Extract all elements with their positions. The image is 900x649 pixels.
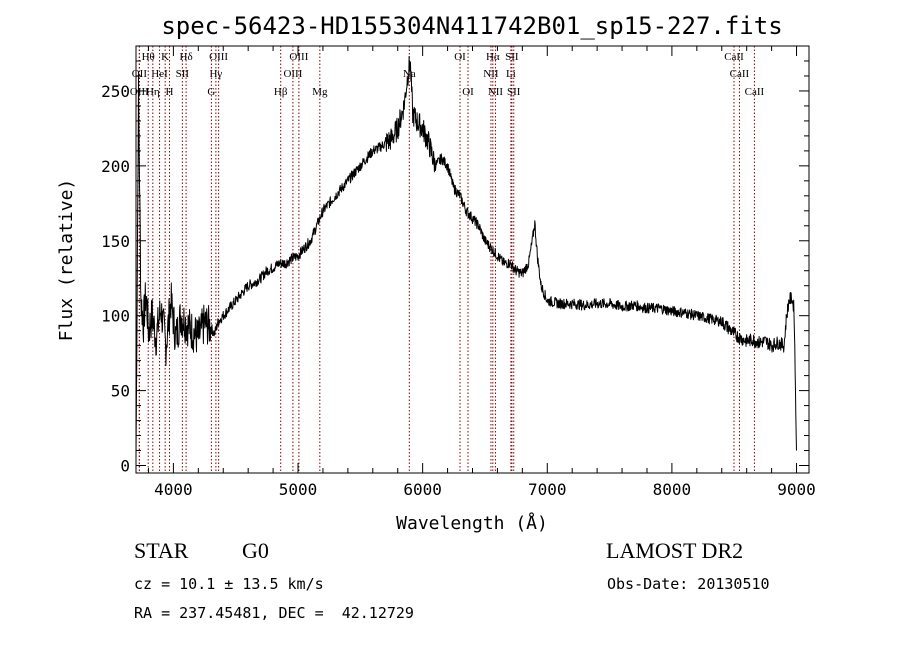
line-marker-label: SII [505,51,519,63]
object-subclass: G0 [242,538,269,563]
line-marker-label: SII [176,68,190,80]
spectrum-series [135,55,797,459]
line-marker-label: OI [462,86,474,98]
line-marker-label: OIII [209,51,228,63]
chart-title: spec-56423-HD155304N411742B01_sp15-227.f… [161,12,782,40]
y-axis-label: Flux (relative) [56,179,77,342]
y-tick-label: 150 [101,232,130,251]
line-marker-label: H [166,86,174,98]
line-marker-label: G [207,86,215,98]
y-tick-label: 200 [101,157,130,176]
line-marker-label: CaII [730,68,750,80]
x-axis-label: Wavelength (Å) [396,512,548,534]
line-marker-label: K [161,51,169,63]
line-marker-label: HeI [151,68,168,80]
y-axis: 0 50 100 150 200 250 [101,60,809,476]
line-marker-label: OIII [283,68,302,80]
spectrum-line [135,55,797,459]
line-marker-label: Mg [312,86,328,98]
y-tick-label: 100 [101,307,130,326]
x-axis: 4000 5000 6000 7000 8000 9000 [147,46,816,499]
line-marker-label: OIII [130,86,149,98]
redshift-text: cz = 10.1 ± 13.5 km/s [134,575,324,593]
object-class: STAR [134,538,189,563]
line-marker-label: Hβ [274,86,288,98]
line-marker-label: CaII [724,51,744,63]
line-marker-label: NII [483,68,499,80]
line-marker-label: Hα [486,51,500,63]
line-marker-label: Hθ [142,51,155,63]
x-tick-label: 8000 [653,480,692,499]
line-marker-label: CaII [745,86,765,98]
y-tick-label: 0 [120,457,130,476]
line-marker-label: Na [403,68,416,80]
line-marker-label: OIII [289,51,308,63]
line-marker-label: OI [454,51,466,63]
line-marker-label: Hη [146,86,160,98]
x-tick-label: 4000 [154,480,193,499]
line-marker-label: NII [488,86,504,98]
line-marker-label: Hγ [209,68,222,80]
x-tick-label: 9000 [777,480,816,499]
obs-date-text: Obs-Date: 20130510 [607,575,770,593]
survey-name: LAMOST DR2 [606,538,744,563]
line-marker-label: Li [506,68,516,80]
x-tick-label: 5000 [279,480,318,499]
line-marker-label: Hδ [180,51,193,63]
x-tick-label: 6000 [403,480,442,499]
line-marker-label: SII [507,86,521,98]
x-tick-label: 7000 [528,480,567,499]
coordinates-text: RA = 237.45481, DEC = 42.12729 [134,604,414,622]
y-tick-label: 50 [111,382,130,401]
y-tick-label: 250 [101,82,130,101]
plot-frame [135,45,810,474]
